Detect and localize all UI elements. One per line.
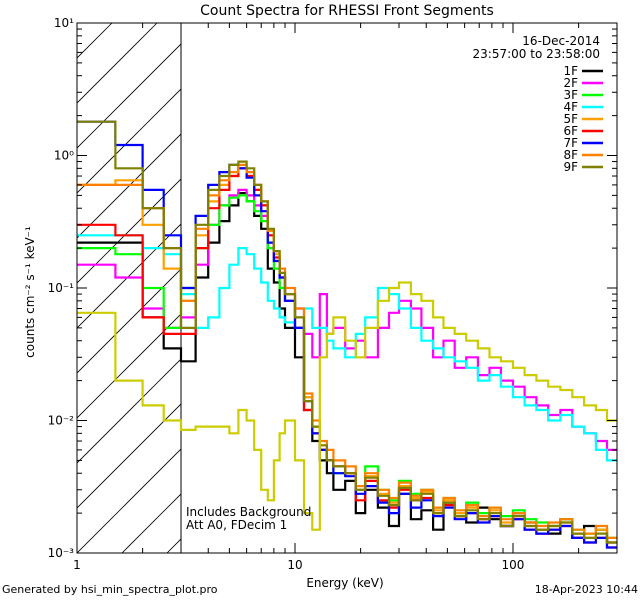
footer-timestamp: 18-Apr-2023 10:44 xyxy=(534,583,638,596)
x-tick-label: 1 xyxy=(73,558,81,572)
hatch-line xyxy=(77,88,182,194)
legend-label-5f: 5F xyxy=(563,112,578,126)
series-line-7f xyxy=(77,120,617,549)
footer-generated-by: Generated by hsi_min_spectra_plot.pro xyxy=(2,583,218,596)
hatch-line xyxy=(77,448,182,553)
y-tick-label: 10⁻³ xyxy=(48,546,75,560)
hatch-line xyxy=(77,403,182,509)
series-line-extra xyxy=(77,281,617,531)
y-tick-label: 10⁻¹ xyxy=(48,281,75,295)
legend-label-8f: 8F xyxy=(563,148,578,162)
hatch-line xyxy=(77,223,182,329)
series-line-9f xyxy=(77,120,617,544)
legend-label-1f: 1F xyxy=(563,64,578,78)
hatch-line xyxy=(77,43,182,149)
legend-label-3f: 3F xyxy=(563,88,578,102)
chart-text: Count Spectra for RHESSI Front Segments … xyxy=(23,3,600,590)
legend-label-7f: 7F xyxy=(563,136,578,150)
chart-title: Count Spectra for RHESSI Front Segments xyxy=(200,3,494,19)
x-tick-label: 100 xyxy=(502,558,525,572)
y-tick-label: 10¹ xyxy=(54,16,74,30)
x-axis-label: Energy (keV) xyxy=(306,576,383,590)
y-axis-label: counts cm⁻² s⁻¹ keV⁻¹ xyxy=(23,226,37,358)
hatch-line xyxy=(257,23,640,553)
series-line-1f xyxy=(77,192,617,544)
hatch-line xyxy=(572,23,640,553)
hatch-line xyxy=(617,23,640,553)
date-label: 16-Dec-2014 xyxy=(522,34,600,48)
y-tick-label: 10⁻² xyxy=(48,414,75,428)
legend-label-9f: 9F xyxy=(563,160,578,174)
hatch-line xyxy=(527,23,640,553)
axes: 1 10 100 10⁻³ 10⁻² 10⁻¹ 10⁰ 10¹ xyxy=(48,16,618,572)
note-background: Includes Background xyxy=(186,505,311,519)
time-range-label: 23:57:00 to 23:58:00 xyxy=(473,47,600,61)
note-attenuator: Att A0, FDecim 1 xyxy=(186,518,287,532)
series-layer xyxy=(77,120,617,549)
y-tick-label: 10⁰ xyxy=(54,149,74,163)
legend-label-2f: 2F xyxy=(563,76,578,90)
legend-label-4f: 4F xyxy=(563,100,578,114)
legend-label-6f: 6F xyxy=(563,124,578,138)
x-tick-label: 10 xyxy=(287,558,302,572)
series-line-5f xyxy=(77,167,617,544)
hatch-line xyxy=(392,23,640,553)
